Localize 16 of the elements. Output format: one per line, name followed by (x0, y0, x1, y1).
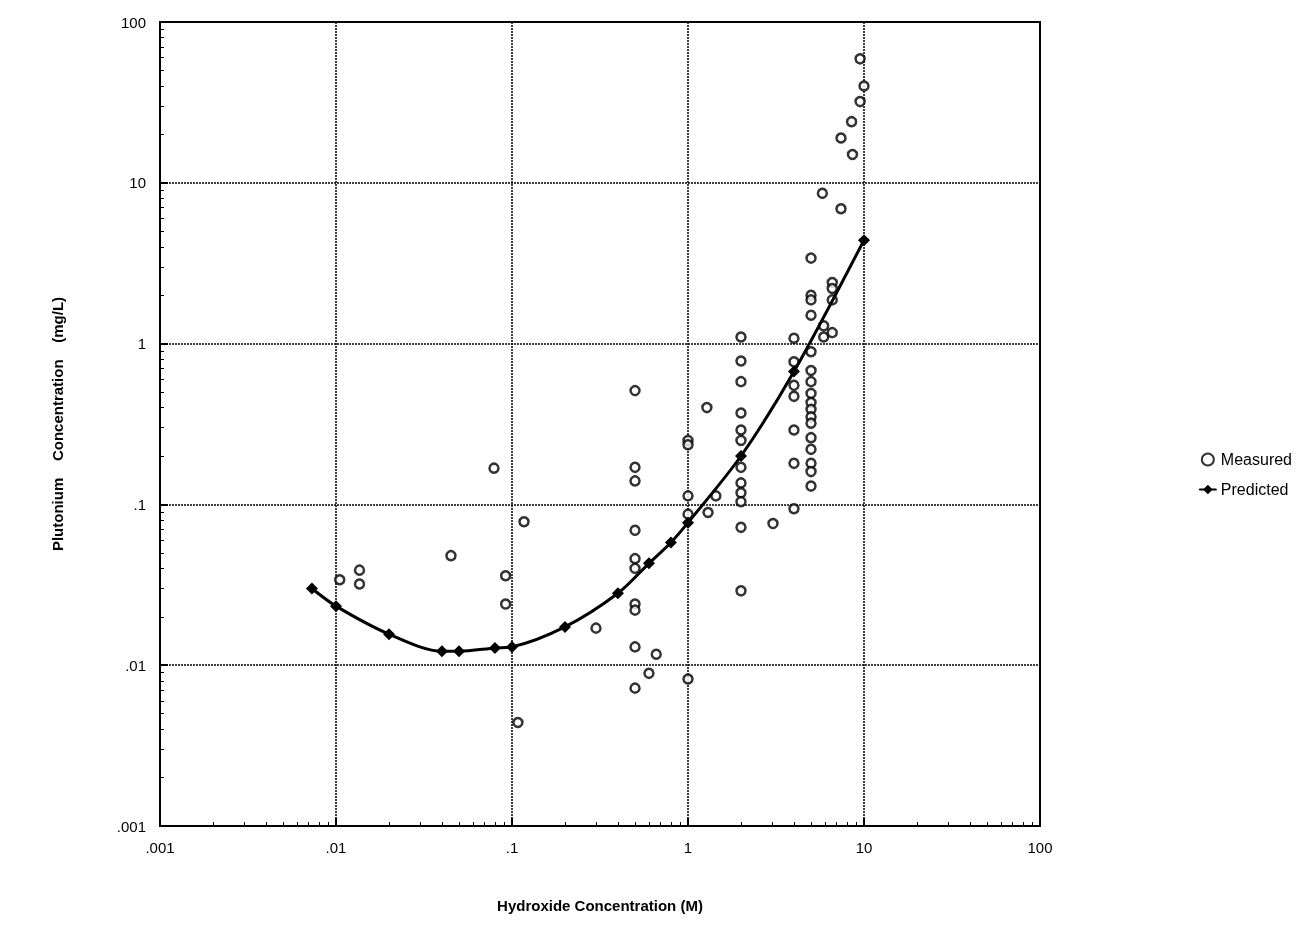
x-tick-label: 10 (855, 839, 873, 856)
x-tick-label: .001 (145, 839, 175, 856)
legend-label: Predicted (1220, 481, 1289, 498)
x-tick-label: 100 (1027, 839, 1053, 856)
x-tick-label: .01 (325, 839, 347, 856)
y-tick-label: .1 (133, 495, 146, 513)
y-tick-label: 10 (129, 174, 146, 192)
legend-label: Measured (1220, 451, 1293, 468)
y-tick-label: 1 (137, 335, 146, 353)
x-tick-label: 1 (683, 839, 693, 856)
y-tick-label: .001 (116, 817, 146, 835)
x-tick-label: .1 (505, 839, 519, 856)
y-axis-title: Plutonium Concentration (mg/L) (49, 296, 66, 552)
x-axis-title: Hydroxide Concentration (M) (497, 897, 703, 914)
y-tick-label: .01 (125, 656, 146, 674)
y-tick-label: 100 (120, 13, 146, 31)
